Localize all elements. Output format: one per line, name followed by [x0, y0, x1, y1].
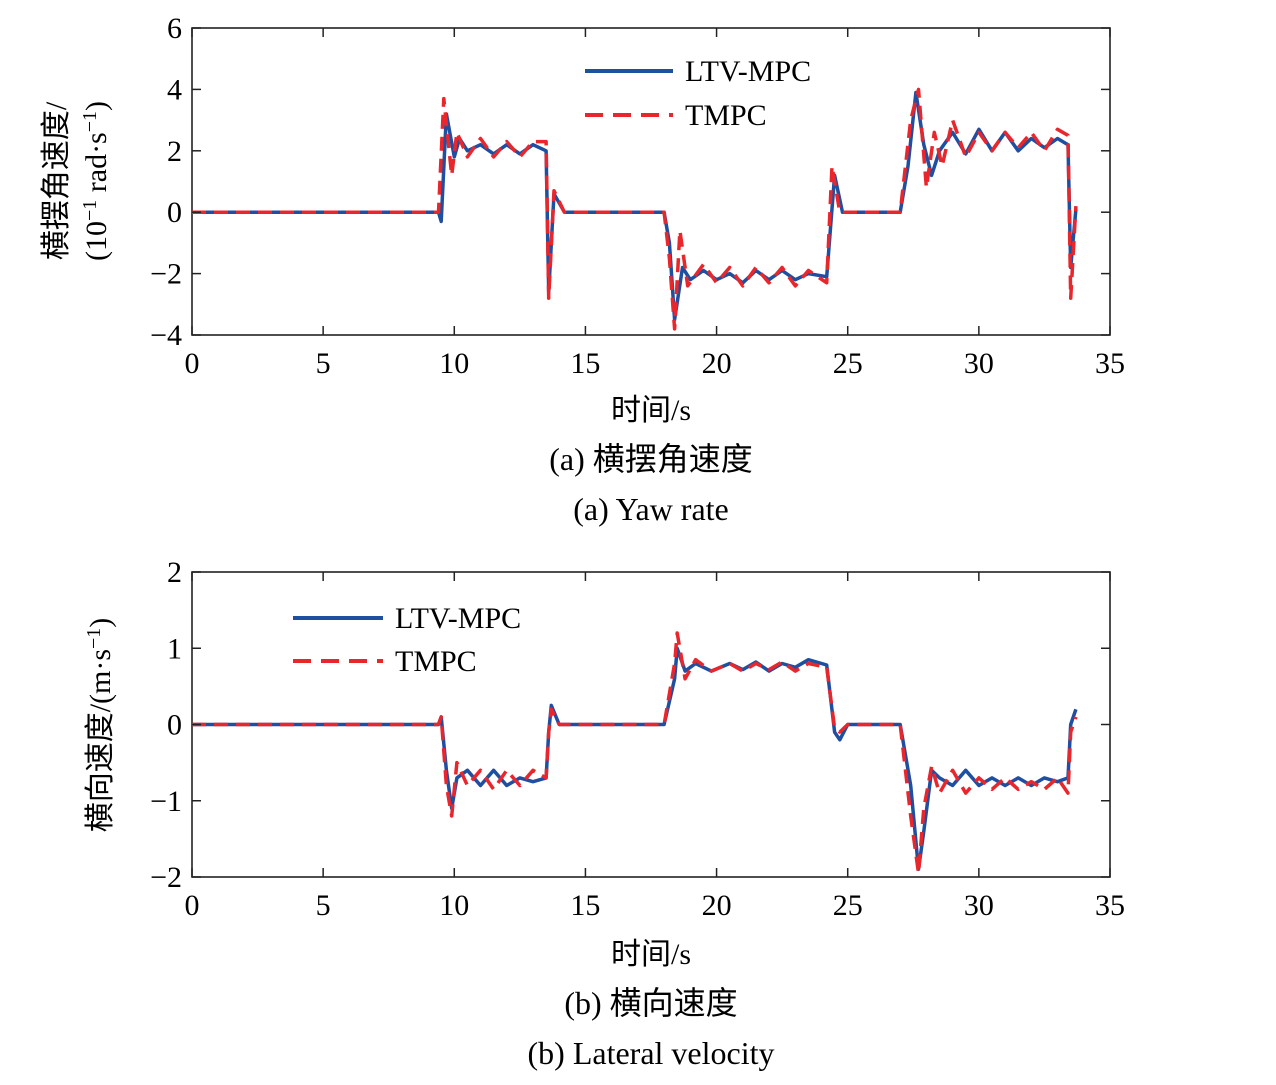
caption-b-en: (b) Lateral velocity [528, 1035, 775, 1071]
y-tick-label: 6 [167, 12, 182, 45]
y-axis-label-a-line1: 横摆角速度/ [40, 101, 73, 260]
y-tick-label: 4 [167, 73, 182, 106]
x-tick-label: 0 [185, 889, 200, 922]
y-tick-label: −1 [150, 785, 182, 818]
y-tick-label: 1 [167, 632, 182, 665]
y-axis-label-b-sup: −1 [83, 628, 105, 649]
x-tick-label: 0 [185, 347, 200, 380]
x-tick-label: 25 [833, 889, 863, 922]
y-axis-label-a-sup1: −1 [79, 200, 101, 221]
y-axis-label-a-line2: (10−1 rad·s−1) [79, 101, 113, 261]
series-line-tmpc [192, 631, 1078, 875]
y-tick-label: −2 [150, 258, 182, 291]
y-axis-label-a-sup2: −1 [79, 111, 101, 132]
x-tick-label: 20 [702, 889, 732, 922]
legend-label-tmpc-b: TMPC [395, 645, 477, 678]
series-group-a [192, 87, 1078, 331]
caption-a-en: (a) Yaw rate [573, 491, 729, 527]
y-axis-label-b: 横向速度/(m·s−1) [83, 618, 117, 833]
y-axis-label-a-part2: rad·s [80, 132, 113, 199]
legend-label-ltv-mpc: LTV-MPC [685, 55, 811, 88]
x-ticks-b: 0 5 10 15 20 25 30 35 [185, 572, 1125, 922]
y-tick-label: 2 [167, 556, 182, 589]
y-axis-label-b-part1: 横向速度/(m·s [84, 649, 117, 832]
x-tick-label: 10 [439, 889, 469, 922]
y-axis-label-a: 横摆角速度/ (10−1 rad·s−1) [40, 101, 113, 261]
plot-frame-a [191, 27, 1111, 336]
x-tick-label: 10 [439, 347, 469, 380]
x-axis-label-a: 时间/s [611, 394, 691, 427]
x-tick-label: 5 [316, 889, 331, 922]
legend-a: LTV-MPC TMPC [585, 55, 811, 132]
y-tick-label: −4 [150, 319, 182, 352]
y-axis-label-a-part3: ) [80, 101, 113, 111]
x-tick-label: 25 [833, 347, 863, 380]
y-tick-label: 0 [167, 709, 182, 742]
panel-a: 0 5 10 15 20 25 30 35 −4 −2 0 2 4 6 LTV-MPC TMPC 横摆角… [40, 12, 1125, 527]
x-tick-label: 35 [1095, 889, 1125, 922]
x-tick-label: 5 [316, 347, 331, 380]
series-line-tmpc [192, 87, 1078, 331]
y-ticks-b: −2 −1 0 1 2 [150, 556, 1110, 894]
y-axis-label-b-part2: ) [84, 618, 117, 628]
panel-b: 0 5 10 15 20 25 30 35 −2 −1 0 1 2 LTV-MPC TMPC 横向速度… [83, 556, 1125, 1071]
series-group-b [192, 631, 1078, 875]
x-axis-label-b: 时间/s [611, 938, 691, 971]
legend-label-ltv-mpc-b: LTV-MPC [395, 602, 521, 635]
caption-a-cn: (a) 横摆角速度 [549, 441, 753, 477]
y-ticks-a: −4 −2 0 2 4 6 [150, 12, 1110, 352]
x-tick-label: 15 [570, 889, 600, 922]
x-tick-label: 30 [964, 889, 994, 922]
x-tick-label: 15 [570, 347, 600, 380]
y-tick-label: 0 [167, 196, 182, 229]
y-tick-label: −2 [150, 861, 182, 894]
y-axis-label-b-text: 横向速度/(m·s−1) [83, 618, 117, 833]
legend-label-tmpc: TMPC [685, 99, 767, 132]
legend-b: LTV-MPC TMPC [293, 602, 521, 678]
y-tick-label: 2 [167, 135, 182, 168]
y-axis-label-a-part1: (10 [80, 221, 113, 261]
x-ticks-a: 0 5 10 15 20 25 30 35 [185, 28, 1125, 380]
caption-b-cn: (b) 横向速度 [564, 985, 737, 1021]
x-tick-label: 35 [1095, 347, 1125, 380]
x-tick-label: 30 [964, 347, 994, 380]
x-tick-label: 20 [702, 347, 732, 380]
